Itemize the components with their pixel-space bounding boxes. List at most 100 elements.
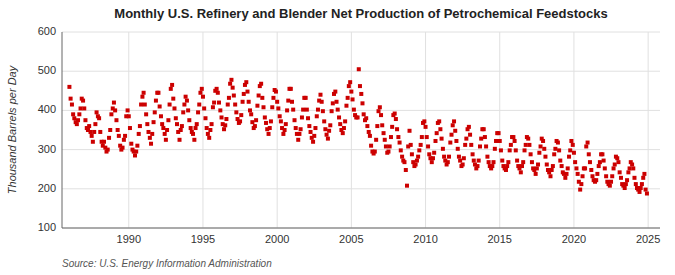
point bbox=[469, 143, 473, 147]
point bbox=[377, 109, 381, 113]
point bbox=[227, 96, 231, 100]
point bbox=[72, 116, 76, 120]
point bbox=[326, 137, 330, 141]
point bbox=[281, 132, 285, 136]
point bbox=[291, 108, 295, 112]
point bbox=[260, 96, 264, 100]
point bbox=[170, 83, 174, 87]
point bbox=[375, 124, 379, 128]
point bbox=[127, 114, 131, 118]
point bbox=[224, 117, 228, 121]
point bbox=[126, 108, 130, 112]
point bbox=[447, 155, 451, 159]
point bbox=[586, 141, 590, 145]
point bbox=[482, 127, 486, 131]
point bbox=[529, 152, 533, 156]
point bbox=[536, 162, 540, 166]
point bbox=[300, 115, 304, 119]
point bbox=[504, 168, 508, 172]
point bbox=[426, 144, 430, 148]
point bbox=[527, 143, 531, 147]
point bbox=[404, 168, 408, 172]
point bbox=[608, 184, 612, 188]
point bbox=[185, 99, 189, 103]
point bbox=[553, 147, 557, 151]
point bbox=[569, 139, 573, 143]
point bbox=[244, 80, 248, 84]
point bbox=[389, 135, 393, 139]
point bbox=[631, 166, 635, 170]
point bbox=[348, 80, 352, 84]
point bbox=[338, 122, 342, 126]
point bbox=[484, 144, 488, 148]
point bbox=[609, 180, 613, 184]
point bbox=[379, 113, 383, 117]
point bbox=[269, 119, 273, 123]
point bbox=[212, 101, 216, 105]
y-grid-line bbox=[62, 188, 660, 189]
point bbox=[122, 138, 126, 142]
point bbox=[342, 126, 346, 130]
point bbox=[552, 152, 556, 156]
point bbox=[248, 108, 252, 112]
point bbox=[149, 142, 153, 146]
point bbox=[290, 100, 294, 104]
point bbox=[79, 106, 83, 110]
point bbox=[257, 94, 261, 98]
point bbox=[233, 103, 237, 107]
point bbox=[618, 170, 622, 174]
point bbox=[328, 123, 332, 127]
point bbox=[541, 139, 545, 143]
point bbox=[144, 112, 148, 116]
y-tick-label: 300 bbox=[38, 143, 56, 155]
point bbox=[619, 176, 623, 180]
point bbox=[327, 129, 331, 133]
point bbox=[318, 93, 322, 97]
point bbox=[500, 159, 504, 163]
point bbox=[321, 109, 325, 113]
y-tick-label: 500 bbox=[38, 64, 56, 76]
point bbox=[92, 130, 96, 134]
point bbox=[526, 137, 530, 141]
point bbox=[386, 150, 390, 154]
point bbox=[97, 116, 101, 120]
y-grid-line bbox=[62, 110, 660, 111]
point bbox=[616, 160, 620, 164]
point bbox=[452, 119, 456, 123]
point bbox=[368, 134, 372, 138]
point bbox=[352, 108, 356, 112]
x-tick-label: 2025 bbox=[636, 233, 660, 245]
point bbox=[189, 126, 193, 130]
point bbox=[113, 108, 117, 112]
point bbox=[581, 174, 585, 178]
point bbox=[485, 155, 489, 159]
point bbox=[331, 101, 335, 105]
point bbox=[396, 135, 400, 139]
point bbox=[275, 100, 279, 104]
point bbox=[630, 162, 634, 166]
point bbox=[289, 87, 293, 91]
point bbox=[410, 152, 414, 156]
point bbox=[138, 124, 142, 128]
y-grid-line bbox=[62, 71, 660, 72]
point bbox=[563, 176, 567, 180]
point bbox=[83, 118, 87, 122]
point bbox=[515, 159, 519, 163]
point bbox=[234, 110, 238, 114]
point bbox=[254, 118, 258, 122]
point bbox=[129, 142, 133, 146]
point bbox=[245, 90, 249, 94]
point bbox=[253, 124, 257, 128]
point bbox=[422, 119, 426, 123]
point bbox=[612, 166, 616, 170]
point bbox=[67, 85, 71, 89]
point bbox=[357, 67, 361, 71]
point bbox=[315, 114, 319, 118]
point bbox=[492, 160, 496, 164]
point bbox=[537, 151, 541, 155]
point bbox=[624, 182, 628, 186]
point bbox=[623, 186, 627, 190]
point bbox=[158, 104, 162, 108]
point bbox=[420, 135, 424, 139]
point bbox=[603, 166, 607, 170]
